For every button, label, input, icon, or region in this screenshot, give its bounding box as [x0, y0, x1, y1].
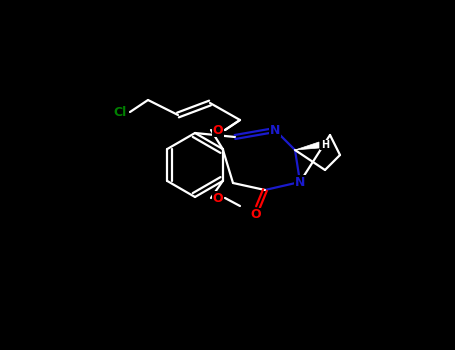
Text: O: O — [251, 209, 261, 222]
Text: O: O — [212, 191, 223, 204]
Text: Cl: Cl — [113, 105, 126, 119]
Text: N: N — [295, 175, 305, 189]
Polygon shape — [295, 142, 319, 150]
Text: H: H — [321, 140, 329, 150]
Text: N: N — [270, 124, 280, 136]
Text: O: O — [212, 124, 223, 136]
